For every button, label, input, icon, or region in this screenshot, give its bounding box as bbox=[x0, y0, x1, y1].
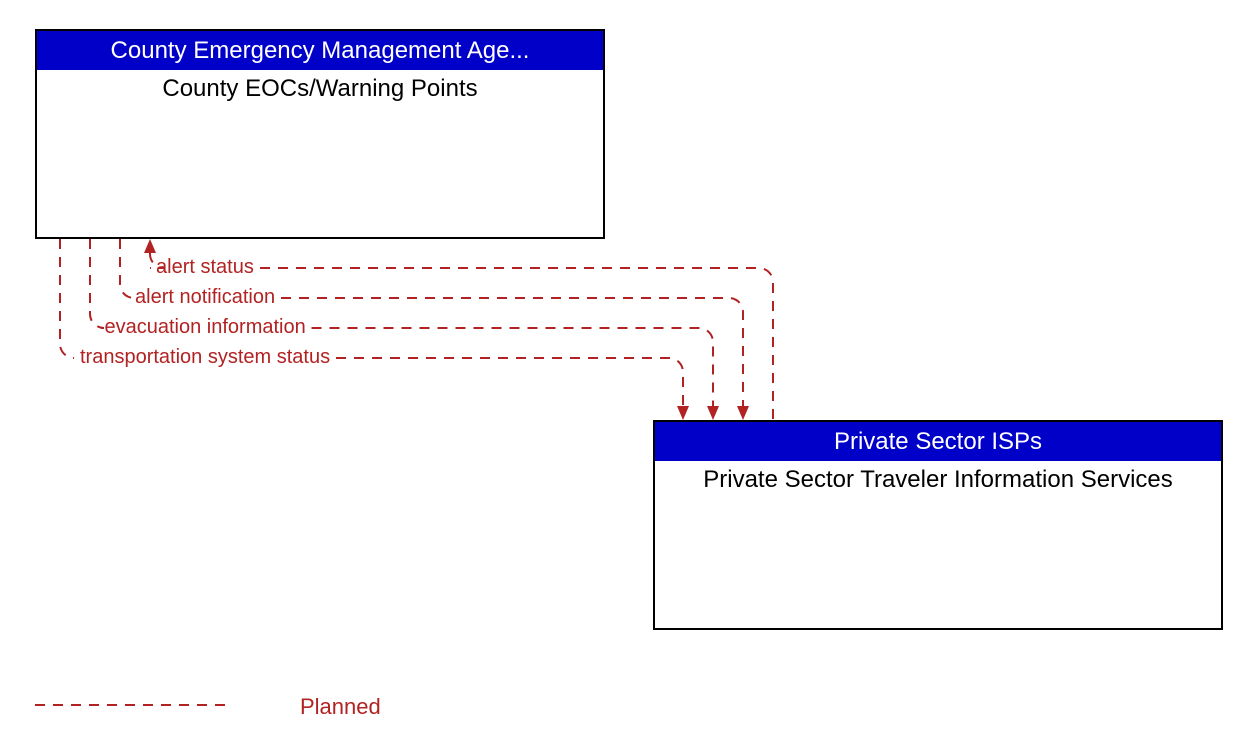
flow-line-transportation-system-status bbox=[336, 358, 683, 406]
flow-label-transportation-system-status: transportation system status bbox=[80, 347, 330, 367]
flow-line-alert-notification bbox=[281, 298, 743, 406]
flow-label-evacuation-information: evacuation information bbox=[105, 317, 306, 337]
node-county-eocs-header: County Emergency Management Age... bbox=[37, 31, 603, 70]
flow-label-alert-notification: alert notification bbox=[135, 287, 275, 307]
node-county-eocs: County Emergency Management Age... Count… bbox=[35, 29, 605, 239]
flow-line-alert-notification bbox=[120, 239, 134, 298]
flow-arrow-alert-notification bbox=[737, 406, 749, 420]
flow-line-transportation-system-status bbox=[60, 239, 74, 358]
flow-label-alert-status: alert status bbox=[156, 257, 254, 277]
legend-planned-label: Planned bbox=[300, 694, 381, 720]
node-private-sector-isp-title: Private Sector Traveler Information Serv… bbox=[655, 461, 1221, 499]
node-county-eocs-title: County EOCs/Warning Points bbox=[37, 70, 603, 108]
flow-arrow-alert-status bbox=[144, 239, 156, 253]
flow-arrow-transportation-system-status bbox=[677, 406, 689, 420]
node-private-sector-isp-header: Private Sector ISPs bbox=[655, 422, 1221, 461]
node-private-sector-isp: Private Sector ISPs Private Sector Trave… bbox=[653, 420, 1223, 630]
flow-arrow-evacuation-information bbox=[707, 406, 719, 420]
flow-line-alert-status bbox=[260, 268, 773, 420]
flow-line-evacuation-information bbox=[312, 328, 714, 406]
flow-line-evacuation-information bbox=[90, 239, 104, 328]
